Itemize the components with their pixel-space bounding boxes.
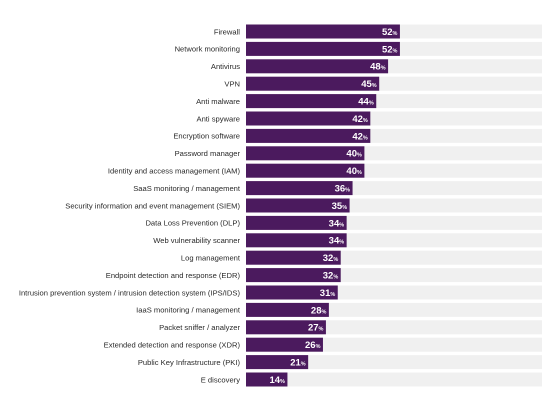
category-label: SaaS monitoring / management (133, 184, 241, 193)
bar (246, 59, 389, 74)
bar (246, 268, 341, 283)
bar-row: Anti spyware 42% (197, 111, 542, 126)
category-label: E discovery (201, 375, 240, 384)
bar-row: Intrusion prevention system / intrusion … (19, 285, 542, 300)
category-label: Web vulnerability scanner (153, 236, 240, 245)
bar (246, 198, 350, 213)
bar (246, 163, 365, 178)
category-label: VPN (224, 80, 240, 89)
value-label: 21% (290, 358, 306, 369)
bar-track (246, 355, 542, 370)
bar-row: Packet sniffer / analyzer 27% (159, 320, 542, 335)
bar (246, 41, 400, 56)
category-label: Endpoint detection and response (EDR) (106, 271, 241, 280)
bar (246, 337, 323, 352)
bar-row: Antivirus 48% (211, 59, 542, 74)
bar (246, 302, 329, 317)
category-label: Anti malware (196, 97, 240, 106)
bar (246, 285, 338, 300)
bar-row: E discovery 14% (201, 372, 542, 387)
bar (246, 146, 365, 161)
category-label: Identity and access management (IAM) (108, 167, 241, 176)
value-label: 31% (320, 288, 336, 299)
bar-row: IaaS monitoring / management 28% (136, 302, 542, 317)
value-label: 42% (352, 131, 368, 142)
bar-row: VPN 45% (224, 76, 542, 91)
value-label: 26% (305, 340, 321, 351)
value-label: 52% (382, 27, 398, 38)
category-label: Password manager (175, 149, 241, 158)
bar-row: Encryption software 42% (173, 128, 542, 143)
category-label: Extended detection and response (XDR) (104, 341, 241, 350)
category-label: IaaS monitoring / management (136, 306, 241, 315)
value-label: 28% (311, 305, 327, 316)
bar-row: Web vulnerability scanner 34% (153, 233, 542, 248)
bar-row: Identity and access management (IAM) 40% (108, 163, 542, 178)
value-label: 42% (352, 114, 368, 125)
bar (246, 233, 347, 248)
value-label: 40% (346, 149, 362, 160)
bar-row: SaaS monitoring / management 36% (133, 181, 542, 196)
value-label: 45% (361, 79, 377, 90)
category-label: Anti spyware (197, 114, 240, 123)
category-label: Packet sniffer / analyzer (159, 323, 240, 332)
bar-row: Extended detection and response (XDR) 26% (104, 337, 542, 352)
value-label: 44% (358, 97, 374, 108)
bar (246, 372, 288, 387)
bar-row: Anti malware 44% (196, 94, 542, 109)
value-label: 34% (329, 236, 345, 247)
value-label: 48% (370, 62, 386, 73)
bar (246, 128, 371, 143)
category-label: Data Loss Prevention (DLP) (145, 219, 240, 228)
value-label: 14% (269, 375, 285, 386)
category-label: Network monitoring (175, 45, 240, 54)
bar (246, 76, 380, 91)
bar-row: Network monitoring 52% (175, 41, 542, 56)
value-label: 32% (323, 271, 339, 282)
value-label: 52% (382, 44, 398, 55)
bar-row: Password manager 40% (175, 146, 542, 161)
category-label: Intrusion prevention system / intrusion … (19, 288, 241, 297)
category-label: Security information and event managemen… (65, 201, 240, 210)
category-label: Log management (181, 254, 241, 263)
category-label: Public Key Infrastructure (PKI) (138, 358, 241, 367)
bar-row: Endpoint detection and response (EDR) 32% (106, 268, 542, 283)
bar (246, 94, 377, 109)
value-label: 34% (329, 218, 345, 229)
value-label: 40% (346, 166, 362, 177)
category-label: Firewall (214, 27, 240, 36)
value-label: 35% (332, 201, 348, 212)
bar (246, 320, 326, 335)
value-label: 27% (308, 323, 324, 334)
bar-track (246, 372, 542, 387)
bar (246, 111, 371, 126)
bar-row: Data Loss Prevention (DLP) 34% (145, 215, 542, 230)
bar (246, 24, 400, 39)
value-label: 36% (335, 184, 351, 195)
bar-row: Security information and event managemen… (65, 198, 542, 213)
category-label: Antivirus (211, 62, 240, 71)
bar (246, 215, 347, 230)
value-label: 32% (323, 253, 339, 264)
bar (246, 250, 341, 265)
bar (246, 181, 353, 196)
category-label: Encryption software (173, 132, 240, 141)
bar-row: Log management 32% (181, 250, 542, 265)
bar-row: Firewall 52% (214, 24, 542, 39)
bar-row: Public Key Infrastructure (PKI) 21% (138, 355, 542, 370)
bar (246, 355, 309, 370)
